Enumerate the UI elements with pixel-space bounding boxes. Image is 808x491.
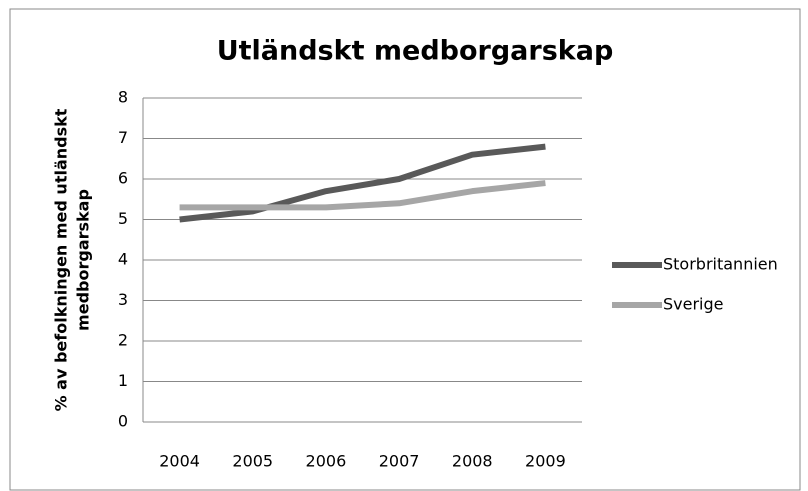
y-tick-label: 1 bbox=[118, 371, 128, 390]
y-tick-label: 3 bbox=[118, 290, 128, 309]
line-series bbox=[179, 180, 546, 211]
x-tick-label: 2009 bbox=[525, 452, 566, 471]
y-tick-label: 2 bbox=[118, 331, 128, 350]
line-series bbox=[179, 143, 546, 223]
y-tick-label: 0 bbox=[118, 412, 128, 431]
x-tick-label: 2007 bbox=[379, 452, 420, 471]
y-tick-label: 6 bbox=[118, 169, 128, 188]
y-tick-label: 4 bbox=[118, 250, 128, 269]
legend-label: Sverige bbox=[663, 295, 724, 314]
y-axis-label: % av befolkningen med utländskt bbox=[52, 108, 71, 411]
y-tick-label: 5 bbox=[118, 209, 128, 228]
chart-title: Utländskt medborgarskap bbox=[217, 36, 614, 67]
chart-frame bbox=[9, 8, 801, 491]
x-tick-label: 2004 bbox=[159, 452, 200, 471]
x-tick-label: 2006 bbox=[306, 452, 347, 471]
x-tick-label: 2005 bbox=[232, 452, 273, 471]
y-tick-label: 7 bbox=[118, 128, 128, 147]
legend-label: Storbritannien bbox=[663, 255, 778, 274]
y-tick-label: 8 bbox=[118, 88, 128, 107]
y-axis-label: medborgarskap bbox=[74, 189, 93, 331]
x-tick-label: 2008 bbox=[452, 452, 493, 471]
